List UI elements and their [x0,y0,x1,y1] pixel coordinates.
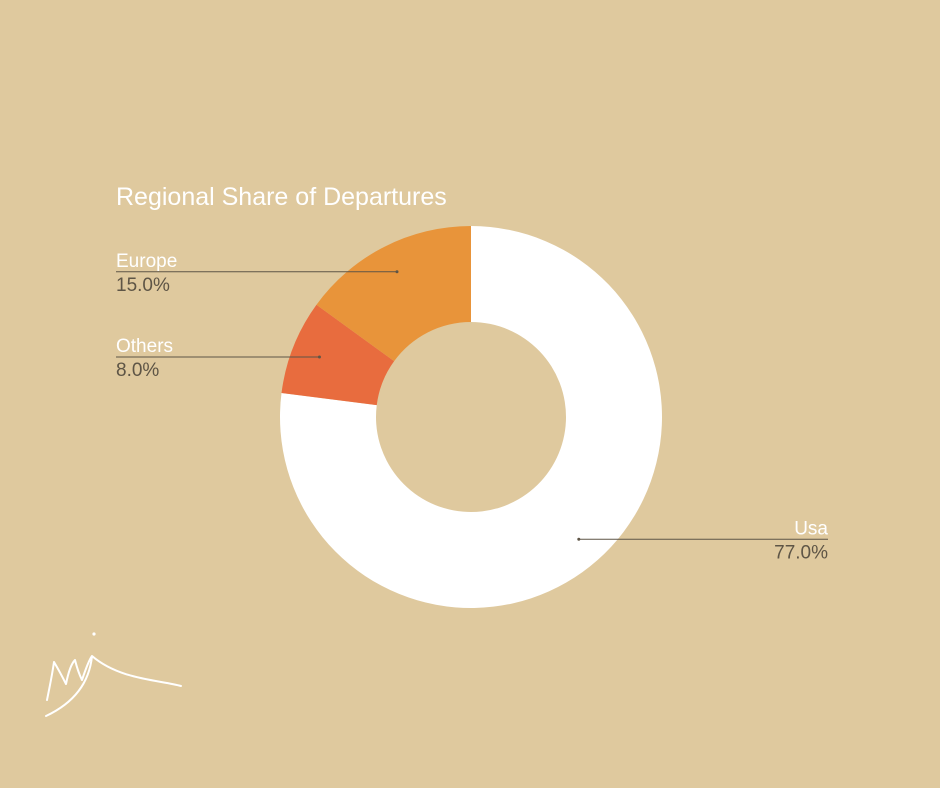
slice-others [281,304,395,406]
donut-slices [280,226,663,608]
label-value-others: 8.0% [116,360,159,381]
chart-title: Regional Share of Departures [116,183,447,211]
slice-labels: Usa 77.0% Others 8.0% Europe 15.0% [116,251,828,563]
slice-usa [280,226,663,608]
label-name-usa: Usa [794,518,828,539]
signature-logo [45,632,182,717]
label-value-europe: 15.0% [116,275,170,296]
label-name-others: Others [116,336,173,357]
slice-europe [316,226,471,362]
label-value-usa: 77.0% [774,542,828,563]
label-name-europe: Europe [116,251,177,272]
